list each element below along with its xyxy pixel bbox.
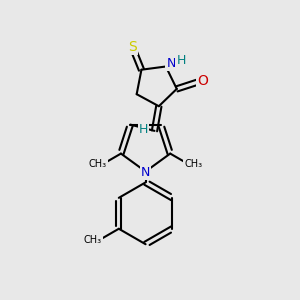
Text: CH₃: CH₃ [89, 159, 107, 169]
Text: CH₃: CH₃ [84, 235, 102, 245]
Text: S: S [128, 40, 137, 54]
Text: N: N [167, 57, 176, 70]
Text: O: O [197, 74, 208, 88]
Text: H: H [176, 53, 186, 67]
Text: H: H [139, 123, 148, 136]
Text: CH₃: CH₃ [184, 159, 202, 169]
Text: N: N [141, 166, 150, 178]
